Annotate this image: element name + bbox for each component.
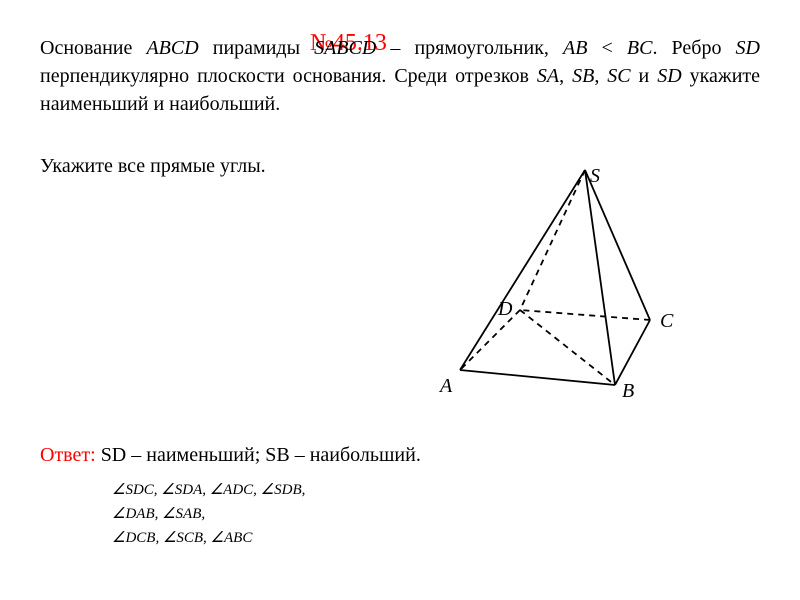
t-p6: перпендикулярно плоскости основания. Сре… <box>40 65 537 87</box>
t-sd: SD <box>736 37 760 59</box>
angle-lines: ∠SDC, ∠SDA, ∠ADC, ∠SDB, ∠DAB, ∠SAB, ∠DCB… <box>112 478 421 550</box>
pyramid-svg <box>380 160 680 420</box>
angles-l2: ∠DAB, ∠SAB, <box>112 502 421 526</box>
t-sc: SC <box>607 65 630 87</box>
t-ab: AB <box>563 37 587 59</box>
problem-text: Основание ABCD пирамиды SABCD – прямоуго… <box>40 34 760 118</box>
t-p3: – прямоугольник, <box>376 37 563 59</box>
t-bc: BC <box>627 37 653 59</box>
pyramid-diagram: S D C A B <box>380 160 680 420</box>
vertex-label-b: B <box>622 380 634 403</box>
t-sabcd: SABCD <box>314 37 376 59</box>
t-p7: и <box>631 65 658 87</box>
vertex-label-a: A <box>440 375 452 398</box>
subtext: Укажите все прямые углы. <box>40 155 266 178</box>
vertex-label-d: D <box>498 298 512 321</box>
t-p2: пирамиды <box>199 37 314 59</box>
answer-text: SD – наименьший; SB – наибольший. <box>96 444 421 466</box>
answer-line1: Ответ: SD – наименьший; SB – наибольший. <box>40 440 421 470</box>
t-c1: , <box>559 65 572 87</box>
t-abcd: ABCD <box>146 37 198 59</box>
t-c2: , <box>594 65 607 87</box>
answer-block: Ответ: SD – наименьший; SB – наибольший.… <box>40 440 421 550</box>
angles-l3: ∠DCB, ∠SCB, ∠ABC <box>112 526 421 550</box>
vertex-label-s: S <box>590 165 600 188</box>
answer-label: Ответ: <box>40 444 96 466</box>
t-p1: Основание <box>40 37 146 59</box>
t-p4: < <box>587 37 626 59</box>
t-sb: SB <box>572 65 594 87</box>
vertex-label-c: C <box>660 310 673 333</box>
angles-l1: ∠SDC, ∠SDA, ∠ADC, ∠SDB, <box>112 478 421 502</box>
t-sd2: SD <box>657 65 681 87</box>
t-p5: . Ребро <box>652 37 735 59</box>
t-sa: SA <box>537 65 559 87</box>
